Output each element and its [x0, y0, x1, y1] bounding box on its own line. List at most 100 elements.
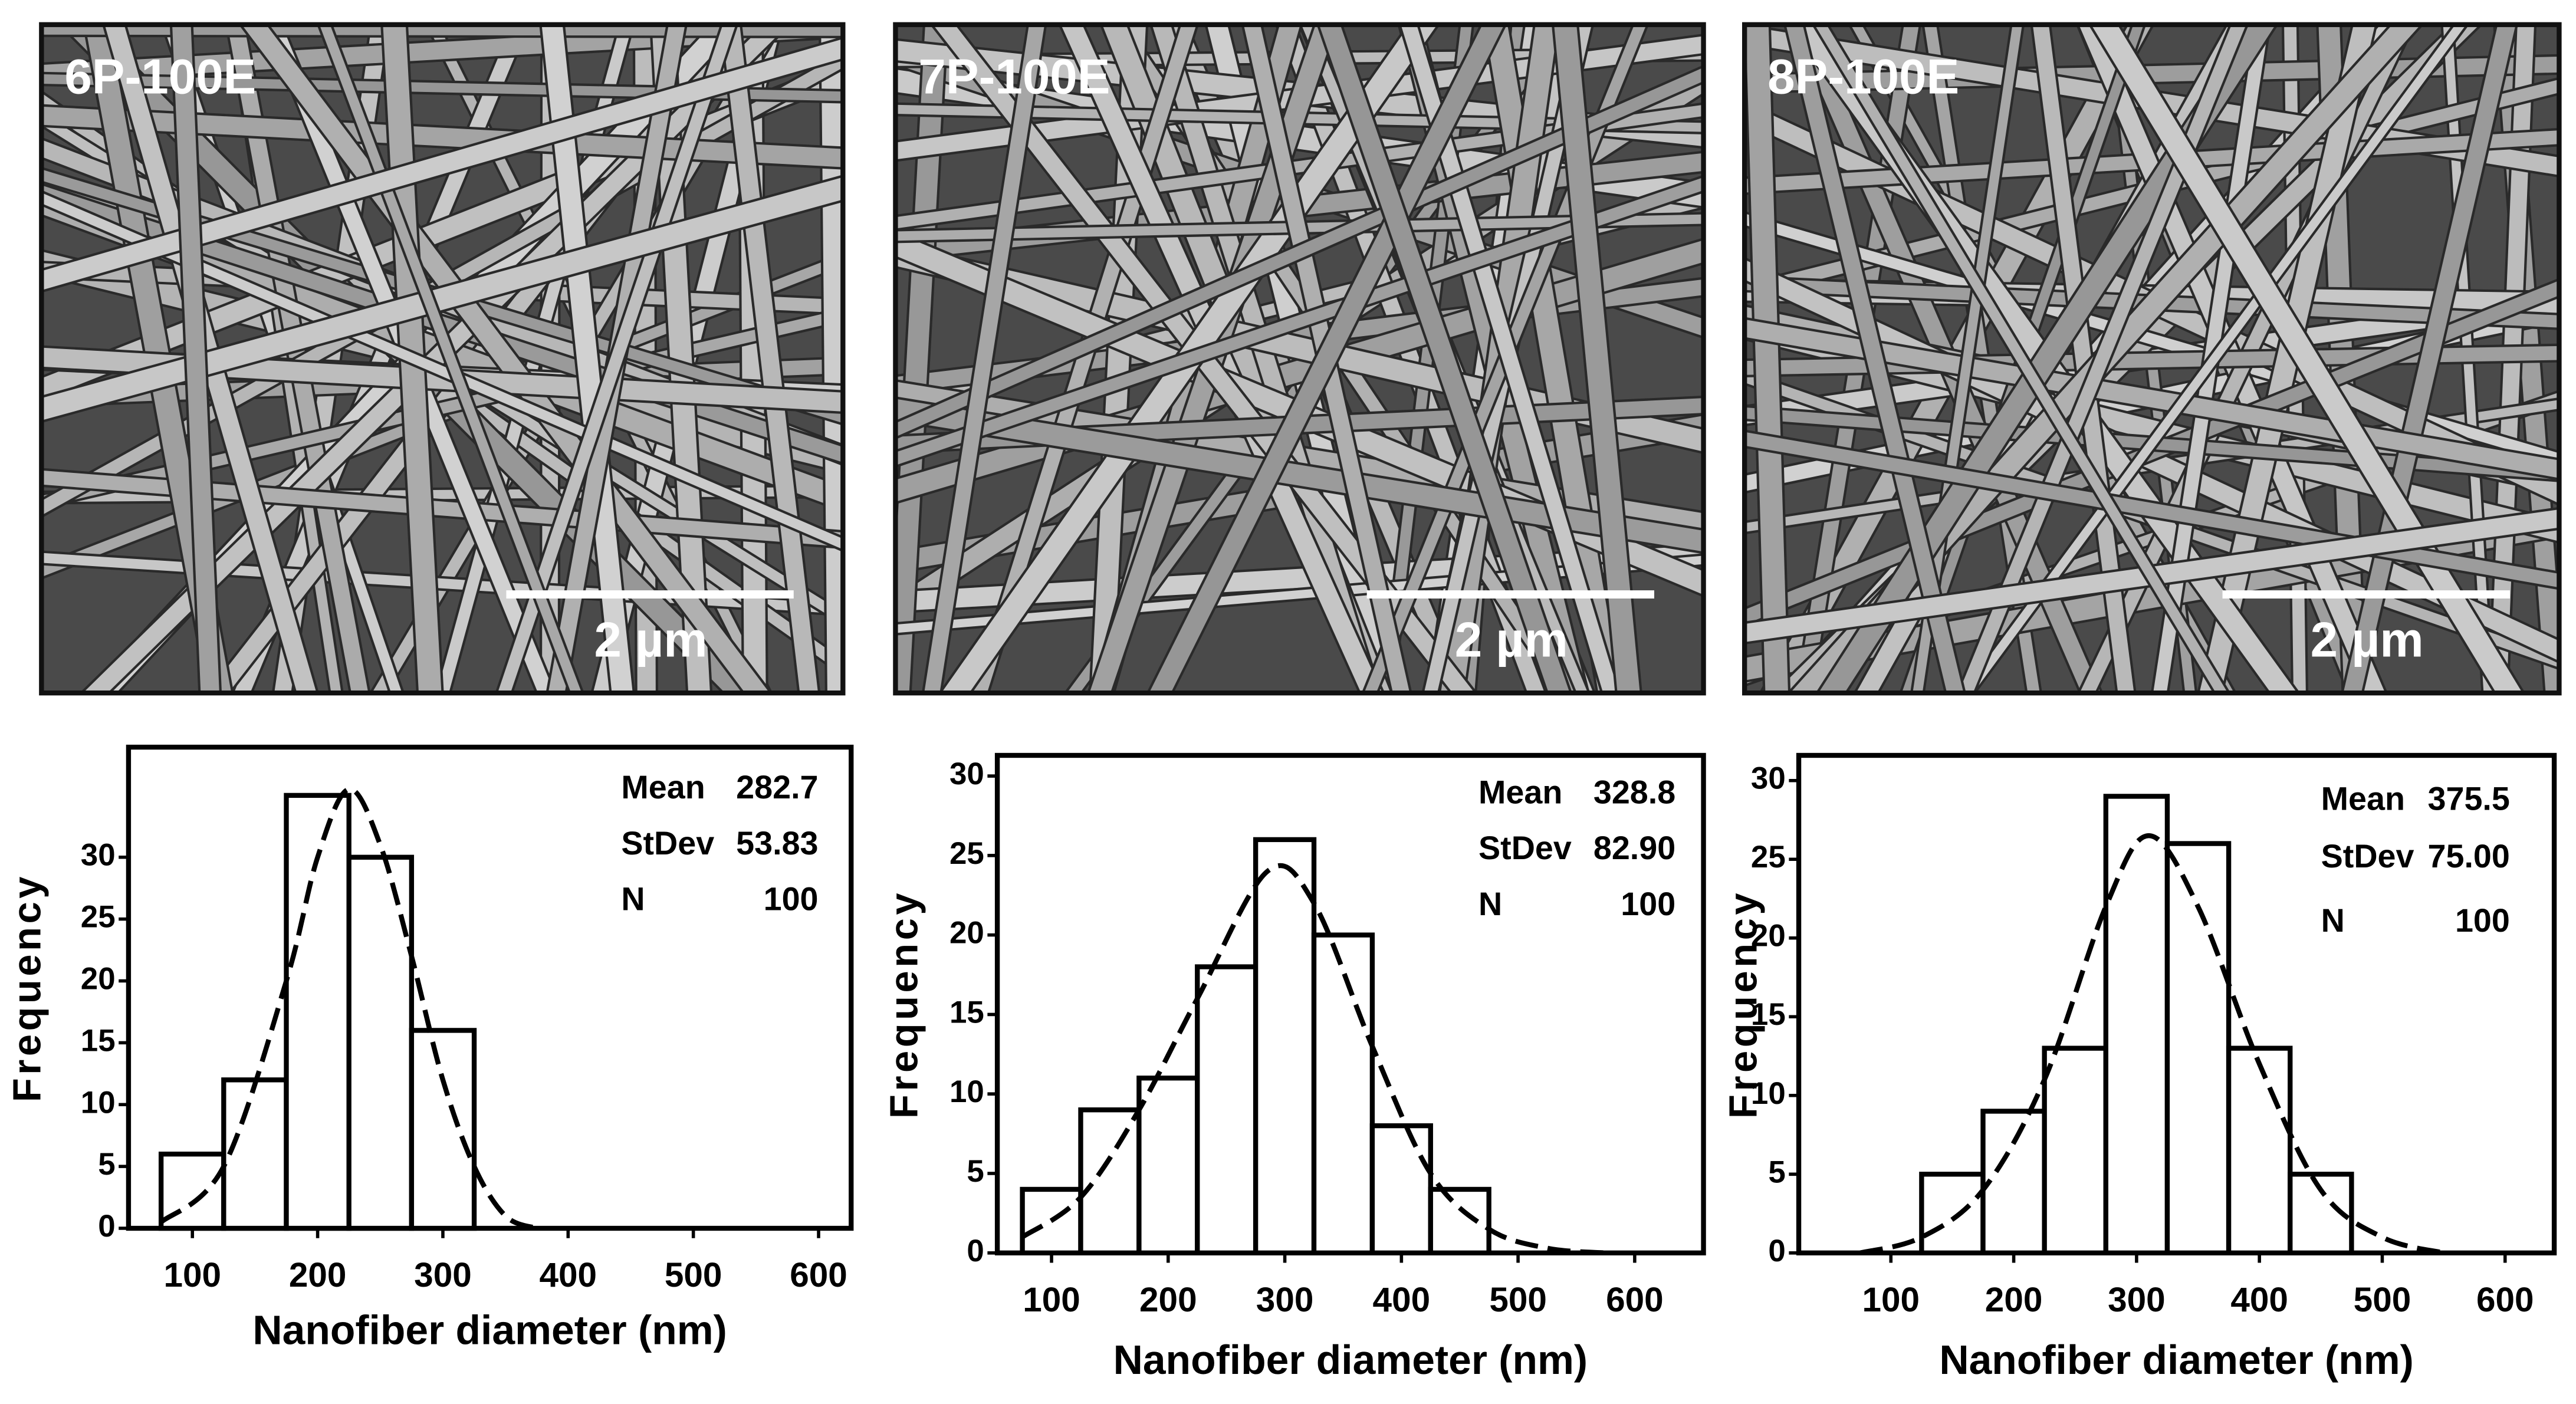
x-axis-label: Nanofiber diameter (nm) [1939, 1337, 2414, 1383]
fiber [2032, 24, 2134, 693]
y-tick-label: 15 [949, 995, 984, 1030]
bar [1078, 1107, 1142, 1255]
stat-value: 282.7 [736, 769, 818, 805]
fit-curve [1021, 863, 1606, 1255]
fibers [1744, 24, 2559, 693]
scale-bar-label: 2 µm [594, 612, 707, 668]
y-tick-label: 0 [98, 1209, 115, 1244]
x-tick-label: 500 [665, 1256, 722, 1294]
x-tick-label: 500 [2354, 1281, 2411, 1319]
x-tick-label: 100 [1023, 1281, 1080, 1319]
fiber [2343, 24, 2516, 693]
y-tick-label: 15 [1751, 997, 1786, 1032]
stat-name: N [621, 881, 645, 918]
x-axis-label: Nanofiber diameter (nm) [252, 1307, 727, 1353]
x-tick-label: 500 [1489, 1281, 1547, 1319]
bar [409, 1028, 477, 1231]
scale-bar-label: 2 µm [1455, 612, 1568, 668]
y-tick-label: 0 [1768, 1234, 1785, 1268]
bar [1136, 1076, 1200, 1255]
bar [2103, 794, 2170, 1255]
stat-value: 100 [764, 881, 819, 918]
y-tick-label: 20 [81, 962, 116, 997]
fibers [895, 24, 1704, 693]
sem-image [39, 22, 846, 696]
y-tick-label: 0 [967, 1234, 984, 1268]
fiber [924, 24, 1045, 693]
y-axis-label: Frequency [883, 890, 926, 1119]
x-tick-label: 600 [2476, 1281, 2534, 1319]
stat-name: StDev [2321, 838, 2414, 874]
fiber [83, 24, 789, 693]
bar [221, 1077, 289, 1231]
bar [1253, 837, 1317, 1255]
y-tick-label: 30 [81, 838, 116, 873]
stat-value: 375.5 [2428, 781, 2510, 817]
fiber [1744, 319, 2559, 478]
bar [1428, 1186, 1491, 1255]
x-tick-label: 400 [540, 1256, 597, 1294]
x-tick-label: 400 [1373, 1281, 1431, 1319]
stat-value: 100 [2455, 902, 2510, 939]
fiber [721, 24, 819, 693]
fiber [1814, 24, 2228, 693]
y-tick-label: 25 [1751, 840, 1786, 874]
panel-label: 7P-100E [918, 49, 1110, 104]
fit-curve [159, 787, 538, 1231]
stat-name: N [1478, 886, 1502, 922]
plot-frame [126, 744, 854, 1231]
fiber [541, 24, 633, 693]
fiber [41, 177, 843, 420]
bar [1195, 964, 1259, 1255]
fiber [1554, 24, 1640, 693]
x-tick-label: 200 [289, 1256, 347, 1294]
stat-name: StDev [1478, 830, 1572, 866]
stat-name: N [2321, 902, 2345, 939]
stat-name: Mean [1478, 774, 1562, 811]
x-tick-label: 600 [790, 1256, 847, 1294]
scale-bar-label: 2 µm [2311, 612, 2424, 668]
bar [1311, 932, 1375, 1255]
sem-image [893, 22, 1706, 696]
sem-border [893, 22, 1706, 696]
bar [1980, 1109, 2047, 1255]
y-tick-label: 10 [81, 1085, 116, 1120]
fiber [241, 24, 770, 693]
fiber [41, 309, 843, 508]
x-tick-label: 300 [2108, 1281, 2166, 1319]
fiber [41, 470, 843, 547]
y-tick-label: 25 [949, 836, 984, 871]
stat-value: 53.83 [736, 825, 818, 862]
stat-value: 328.8 [1593, 774, 1675, 811]
y-axis-label: Frequency [6, 873, 50, 1102]
bar [1369, 1123, 1433, 1255]
x-tick-label: 100 [163, 1256, 221, 1294]
x-tick-label: 300 [1256, 1281, 1314, 1319]
y-tick-label: 25 [81, 900, 116, 935]
panel-label: 8P-100E [1767, 49, 1959, 104]
x-axis-label: Nanofiber diameter (nm) [1113, 1337, 1588, 1383]
stat-name: Mean [2321, 781, 2405, 817]
y-tick-label: 15 [81, 1023, 116, 1058]
fiber [41, 553, 843, 614]
stat-value: 75.00 [2428, 838, 2510, 874]
fiber [319, 24, 582, 693]
x-tick-label: 200 [1985, 1281, 2043, 1319]
y-tick-label: 5 [1768, 1155, 1785, 1189]
fiber [895, 67, 1704, 437]
x-tick-label: 600 [1606, 1281, 1664, 1319]
y-axis-label: Frequency [1722, 890, 1766, 1119]
bar [284, 793, 351, 1231]
fiber [41, 347, 843, 412]
x-tick-label: 100 [1862, 1281, 1920, 1319]
bar [2226, 1045, 2293, 1255]
bar [1919, 1172, 1986, 1255]
fiber [41, 39, 843, 291]
fiber [172, 24, 219, 693]
y-tick-label: 5 [98, 1147, 115, 1182]
sem-image [1742, 22, 2562, 696]
fiber [2091, 24, 2523, 693]
y-tick-label: 10 [1751, 1076, 1786, 1111]
y-tick-label: 30 [949, 757, 984, 791]
